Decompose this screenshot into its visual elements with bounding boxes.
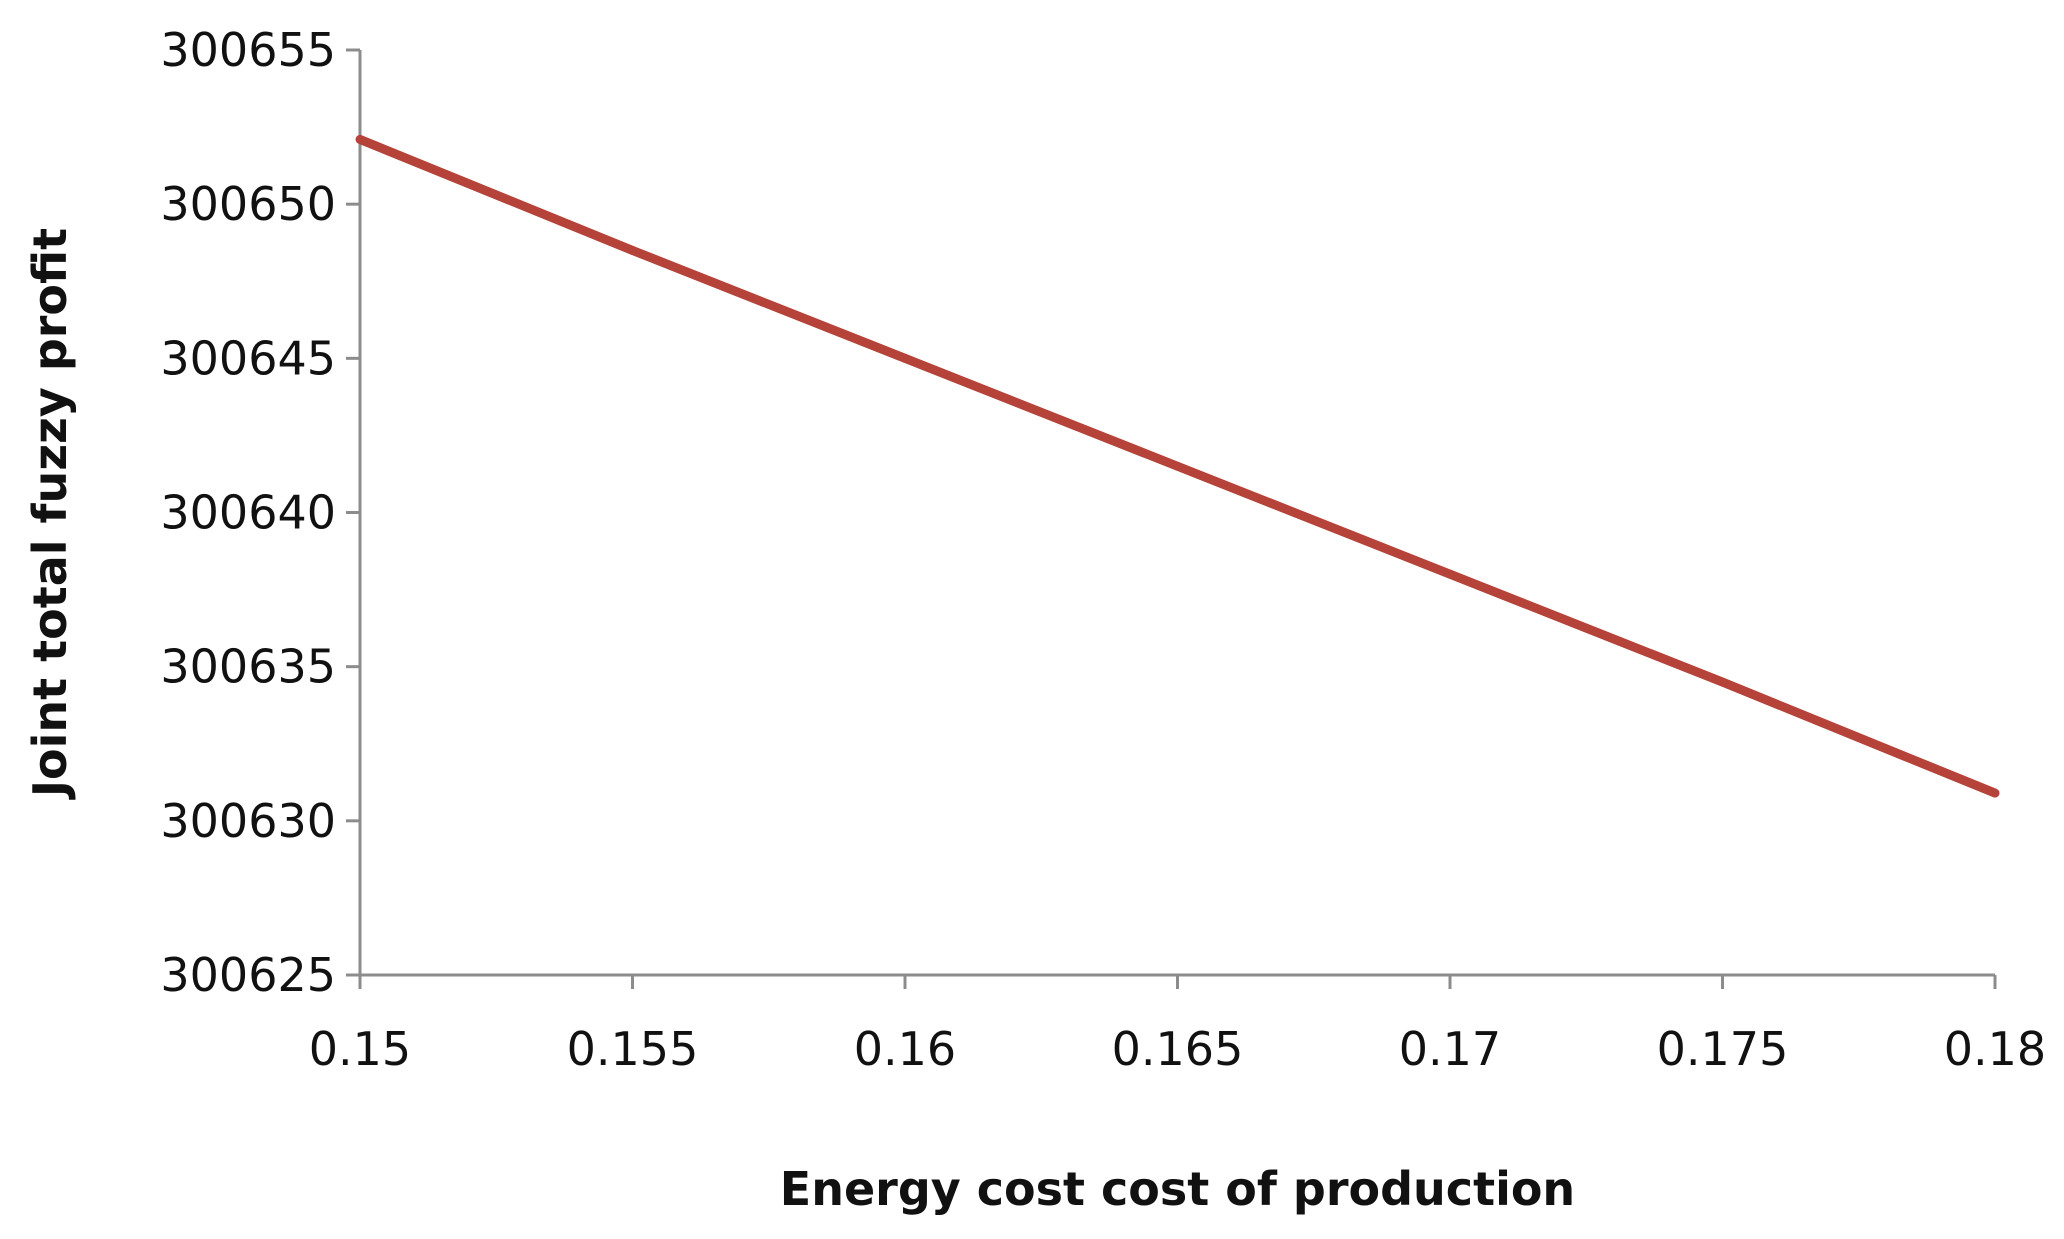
y-tick-label: 300650 bbox=[160, 177, 336, 231]
y-tick-label: 300645 bbox=[160, 331, 336, 385]
y-tick-label: 300640 bbox=[160, 486, 336, 540]
x-tick-label: 0.17 bbox=[1399, 1022, 1501, 1076]
y-tick-label: 300655 bbox=[160, 23, 336, 77]
x-tick-label: 0.16 bbox=[854, 1022, 956, 1076]
data-point bbox=[628, 245, 637, 255]
data-point bbox=[1445, 569, 1455, 579]
data-point bbox=[1990, 788, 2000, 798]
x-axis: 0.15 0.155 0.16 0.165 0.17 0.175 0.18 bbox=[309, 973, 2046, 1076]
x-tick-label: 0.175 bbox=[1657, 1022, 1789, 1076]
x-tick-label: 0.155 bbox=[567, 1022, 699, 1076]
y-tick-label: 300635 bbox=[160, 640, 336, 694]
y-axis-title: Joint total fuzzy profit bbox=[23, 228, 77, 800]
x-tick-label: 0.15 bbox=[309, 1022, 411, 1076]
series-layer bbox=[355, 134, 2000, 798]
y-tick-label: 300625 bbox=[160, 948, 336, 1002]
data-point bbox=[1173, 461, 1182, 471]
x-axis-title: Energy cost cost of production bbox=[780, 1162, 1575, 1216]
y-tick-label: 300630 bbox=[160, 794, 336, 848]
y-axis: 300625 300630 300635 300640 300645 300650 3006… bbox=[160, 23, 362, 1002]
data-point bbox=[355, 134, 365, 144]
data-point bbox=[900, 353, 910, 363]
x-tick-label: 0.18 bbox=[1944, 1022, 2046, 1076]
x-tick-label: 0.165 bbox=[1112, 1022, 1244, 1076]
data-point bbox=[1718, 677, 1727, 687]
